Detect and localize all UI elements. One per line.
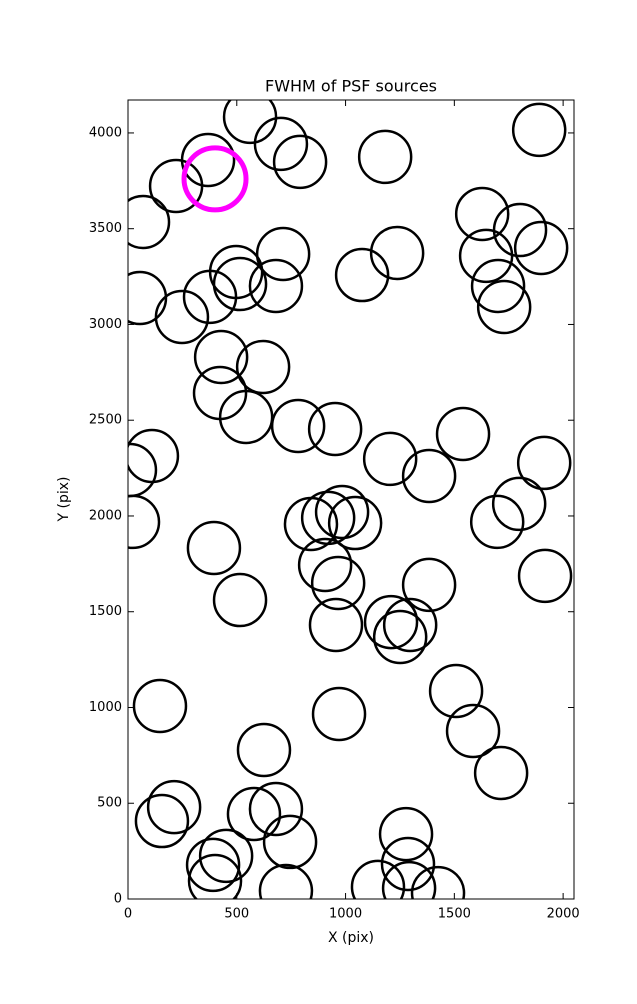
y-tick-label: 2500 bbox=[89, 413, 122, 428]
x-tick-label: 1500 bbox=[438, 907, 471, 922]
source-circle bbox=[314, 484, 370, 540]
source-circle bbox=[382, 597, 438, 653]
source-circle bbox=[307, 401, 363, 457]
source-circle bbox=[236, 722, 292, 778]
source-circle bbox=[363, 594, 419, 650]
source-circle bbox=[401, 557, 457, 613]
source-circle bbox=[491, 476, 547, 532]
source-circle bbox=[128, 494, 161, 550]
source-circle bbox=[410, 865, 466, 899]
source-circle bbox=[362, 431, 418, 487]
source-circle bbox=[255, 226, 311, 282]
y-tick-label: 500 bbox=[97, 796, 122, 811]
y-tick-label: 1500 bbox=[89, 604, 122, 619]
y-tick-label: 1000 bbox=[89, 700, 122, 715]
source-circle bbox=[258, 863, 314, 899]
plot-frame bbox=[127, 99, 575, 900]
y-axis-label: Y (pix) bbox=[56, 477, 72, 523]
source-circle bbox=[187, 853, 243, 899]
source-circle bbox=[132, 678, 188, 734]
source-circle bbox=[311, 686, 367, 742]
source-circle bbox=[473, 745, 529, 801]
source-circle bbox=[511, 102, 567, 158]
source-circle bbox=[445, 703, 501, 759]
source-circle bbox=[262, 814, 318, 870]
source-circle bbox=[134, 793, 190, 849]
source-circle bbox=[327, 495, 383, 551]
y-tick-label: 2000 bbox=[89, 508, 122, 523]
source-circle bbox=[310, 555, 366, 611]
source-circle bbox=[334, 247, 390, 303]
chart-title: FWHM of PSF sources bbox=[265, 77, 437, 96]
source-circle bbox=[469, 494, 525, 550]
source-circle bbox=[198, 828, 254, 884]
y-tick-label: 3000 bbox=[89, 317, 122, 332]
plot-area bbox=[128, 100, 573, 899]
source-circle bbox=[435, 406, 491, 462]
source-circle bbox=[369, 225, 425, 281]
source-circle bbox=[272, 134, 328, 190]
source-circle bbox=[308, 597, 364, 653]
source-circle bbox=[517, 548, 573, 604]
source-circle bbox=[516, 435, 572, 491]
source-circle bbox=[378, 806, 434, 862]
source-circle bbox=[401, 448, 457, 504]
source-circle bbox=[218, 389, 274, 445]
source-circle bbox=[182, 269, 238, 325]
source-circle bbox=[148, 158, 204, 214]
source-circle bbox=[146, 779, 202, 835]
source-circle bbox=[212, 256, 268, 312]
source-circle bbox=[253, 116, 309, 172]
source-circle bbox=[154, 289, 210, 345]
source-circle bbox=[350, 859, 406, 899]
x-tick-label: 500 bbox=[224, 907, 249, 922]
source-circle bbox=[380, 836, 436, 892]
source-circle bbox=[212, 572, 268, 628]
source-circle bbox=[235, 339, 291, 395]
source-circle bbox=[128, 194, 171, 250]
source-circle bbox=[372, 609, 428, 665]
x-tick-label: 1000 bbox=[329, 907, 362, 922]
source-circle bbox=[248, 781, 304, 837]
source-circle bbox=[454, 186, 510, 242]
y-tick-label: 4000 bbox=[89, 125, 122, 140]
y-tick-label: 3500 bbox=[89, 221, 122, 236]
source-circle bbox=[470, 258, 526, 314]
source-circle bbox=[226, 786, 282, 842]
x-axis-label: X (pix) bbox=[328, 930, 374, 946]
x-tick-label: 0 bbox=[124, 907, 132, 922]
source-circle bbox=[297, 537, 353, 593]
x-tick-label: 2000 bbox=[547, 907, 580, 922]
source-circle bbox=[476, 279, 532, 335]
source-circle bbox=[428, 663, 484, 719]
source-circle bbox=[185, 837, 241, 893]
source-circle bbox=[186, 520, 242, 576]
source-circle bbox=[222, 100, 278, 145]
source-circle bbox=[193, 329, 249, 385]
source-circle bbox=[458, 228, 514, 284]
source-circle bbox=[357, 129, 413, 185]
source-circle bbox=[513, 220, 569, 276]
source-circle bbox=[270, 398, 326, 454]
source-circle bbox=[248, 258, 304, 314]
source-circle bbox=[381, 860, 437, 899]
source-circle bbox=[181, 145, 249, 213]
y-tick-label: 0 bbox=[114, 892, 122, 907]
source-circle bbox=[283, 496, 339, 552]
